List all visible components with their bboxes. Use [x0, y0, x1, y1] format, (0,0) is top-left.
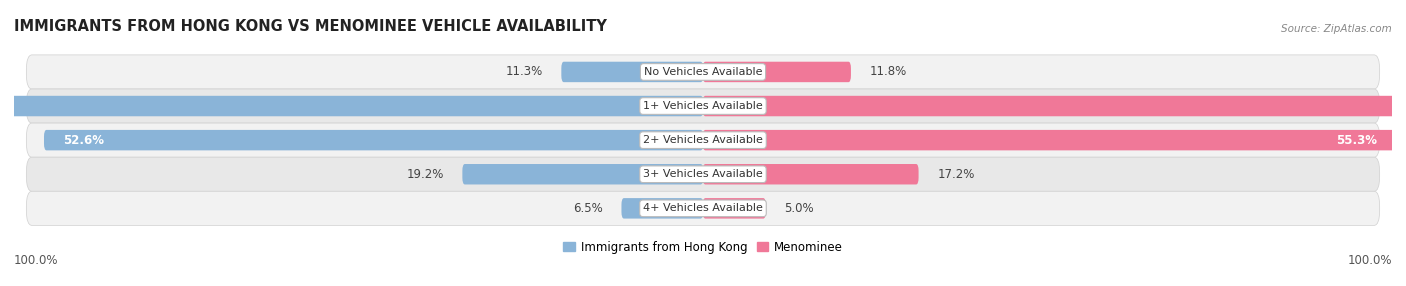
Text: 11.3%: 11.3%: [505, 65, 543, 78]
FancyBboxPatch shape: [703, 198, 766, 219]
Text: 55.3%: 55.3%: [1336, 134, 1376, 147]
Text: No Vehicles Available: No Vehicles Available: [644, 67, 762, 77]
Text: 52.6%: 52.6%: [63, 134, 104, 147]
Text: 19.2%: 19.2%: [406, 168, 444, 181]
Text: 2+ Vehicles Available: 2+ Vehicles Available: [643, 135, 763, 145]
FancyBboxPatch shape: [27, 89, 1379, 123]
Text: 100.0%: 100.0%: [14, 254, 59, 267]
FancyBboxPatch shape: [703, 130, 1396, 150]
FancyBboxPatch shape: [561, 62, 703, 82]
FancyBboxPatch shape: [703, 96, 1406, 116]
FancyBboxPatch shape: [703, 62, 851, 82]
Text: 4+ Vehicles Available: 4+ Vehicles Available: [643, 203, 763, 213]
FancyBboxPatch shape: [27, 123, 1379, 157]
Legend: Immigrants from Hong Kong, Menominee: Immigrants from Hong Kong, Menominee: [558, 236, 848, 258]
Text: 6.5%: 6.5%: [574, 202, 603, 215]
FancyBboxPatch shape: [27, 157, 1379, 191]
Text: 1+ Vehicles Available: 1+ Vehicles Available: [643, 101, 763, 111]
FancyBboxPatch shape: [27, 55, 1379, 89]
Text: 11.8%: 11.8%: [869, 65, 907, 78]
FancyBboxPatch shape: [463, 164, 703, 184]
Text: IMMIGRANTS FROM HONG KONG VS MENOMINEE VEHICLE AVAILABILITY: IMMIGRANTS FROM HONG KONG VS MENOMINEE V…: [14, 19, 607, 34]
Text: 100.0%: 100.0%: [1347, 254, 1392, 267]
FancyBboxPatch shape: [621, 198, 703, 219]
FancyBboxPatch shape: [703, 164, 918, 184]
Text: 5.0%: 5.0%: [785, 202, 814, 215]
Text: 3+ Vehicles Available: 3+ Vehicles Available: [643, 169, 763, 179]
FancyBboxPatch shape: [44, 130, 703, 150]
FancyBboxPatch shape: [27, 191, 1379, 225]
FancyBboxPatch shape: [0, 96, 703, 116]
Text: Source: ZipAtlas.com: Source: ZipAtlas.com: [1281, 24, 1392, 34]
Text: 17.2%: 17.2%: [938, 168, 974, 181]
